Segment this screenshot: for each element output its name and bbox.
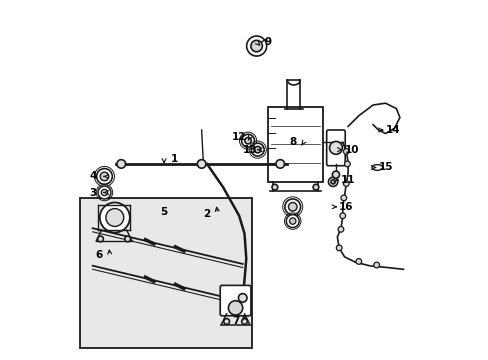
FancyBboxPatch shape [220,285,250,316]
Circle shape [106,208,123,226]
Circle shape [343,149,348,154]
Circle shape [330,180,335,184]
Circle shape [336,245,341,251]
Bar [80,198,251,348]
Circle shape [328,177,337,186]
Text: 13: 13 [242,145,257,155]
Circle shape [100,203,130,233]
Circle shape [344,161,349,167]
Text: 3: 3 [90,188,97,198]
Circle shape [289,218,295,224]
Circle shape [254,147,261,153]
Circle shape [285,215,299,228]
Circle shape [97,168,112,184]
Circle shape [124,236,130,242]
Text: 1: 1 [171,154,178,163]
Text: 11: 11 [340,175,355,185]
Circle shape [117,159,125,168]
Circle shape [340,195,346,201]
FancyBboxPatch shape [326,130,345,166]
Text: 2: 2 [203,209,210,219]
Circle shape [241,319,247,324]
Text: 14: 14 [385,125,399,135]
Circle shape [275,159,284,168]
Circle shape [355,258,361,264]
Circle shape [332,171,339,178]
Text: 7: 7 [231,316,239,326]
Circle shape [100,172,108,181]
Text: 5: 5 [160,207,167,217]
Text: 15: 15 [378,162,392,172]
Circle shape [224,319,229,324]
Circle shape [271,184,277,190]
Circle shape [197,159,205,168]
Circle shape [241,134,254,147]
Text: 9: 9 [264,37,271,48]
Circle shape [101,189,107,196]
Circle shape [373,262,379,268]
Bar [267,107,323,182]
Circle shape [98,236,103,242]
Circle shape [251,143,264,156]
Circle shape [244,138,251,144]
Text: 8: 8 [288,138,296,148]
Text: 4: 4 [89,171,97,181]
Circle shape [329,141,342,154]
Circle shape [250,40,262,52]
Text: 12: 12 [231,132,246,142]
Text: 16: 16 [338,202,353,212]
Circle shape [246,36,266,56]
Circle shape [343,181,348,186]
Circle shape [312,184,318,190]
Circle shape [285,199,300,215]
Circle shape [288,203,296,211]
Ellipse shape [371,165,382,170]
Text: 6: 6 [95,250,102,260]
Text: 10: 10 [344,145,358,155]
Circle shape [238,294,246,302]
Circle shape [337,226,343,232]
Circle shape [339,213,345,219]
Circle shape [98,186,111,199]
Circle shape [228,301,242,315]
